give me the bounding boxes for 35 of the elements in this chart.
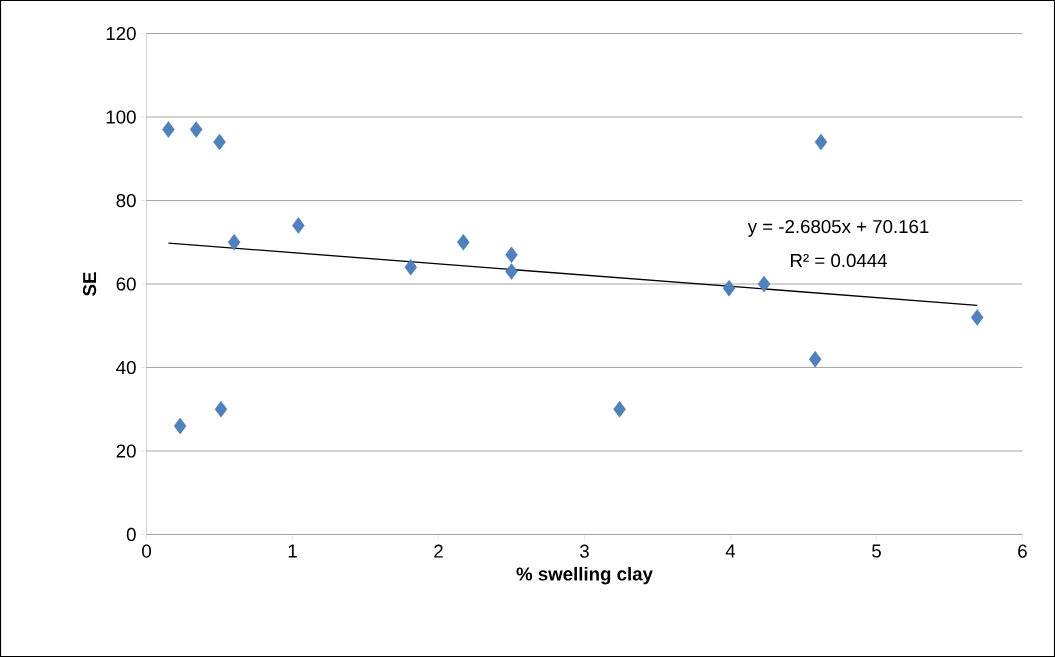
- point: [227, 234, 241, 251]
- y-tick-label: 80: [116, 193, 136, 208]
- point: [808, 350, 822, 368]
- point: [457, 234, 470, 251]
- y-tick-label: 0: [126, 527, 136, 542]
- point: [757, 275, 771, 293]
- x-tick-label: 5: [872, 544, 881, 558]
- point: [213, 133, 226, 151]
- y-tick-label: 100: [106, 110, 136, 124]
- x-tick-label: 0: [142, 544, 151, 558]
- x-tick-label: 4: [725, 544, 736, 558]
- y-tick-label: 120: [106, 26, 136, 41]
- point: [404, 259, 417, 276]
- y-tick-label: 40: [116, 360, 136, 375]
- y-axis-title: SE: [82, 272, 97, 296]
- annotation: y = -2.6805x + 70.161: [747, 219, 929, 237]
- point: [162, 121, 175, 138]
- annotation: R² = 0.0444: [791, 253, 887, 268]
- y-tick-label: 20: [116, 444, 136, 458]
- point: [189, 121, 203, 138]
- point: [505, 246, 518, 263]
- point: [971, 309, 984, 326]
- point: [214, 401, 228, 418]
- point: [613, 401, 626, 418]
- point: [292, 217, 305, 234]
- x-tick-label: 6: [1018, 544, 1027, 558]
- point: [173, 417, 187, 435]
- y-tick-label: 60: [116, 277, 136, 291]
- point: [722, 279, 736, 297]
- x-tick-label: 3: [580, 544, 589, 558]
- x-axis-title: % swelling clay: [516, 566, 653, 585]
- point: [814, 133, 828, 151]
- point: [505, 263, 518, 280]
- x-tick-label: 2: [434, 544, 443, 558]
- x-tick-label: 1: [288, 544, 297, 558]
